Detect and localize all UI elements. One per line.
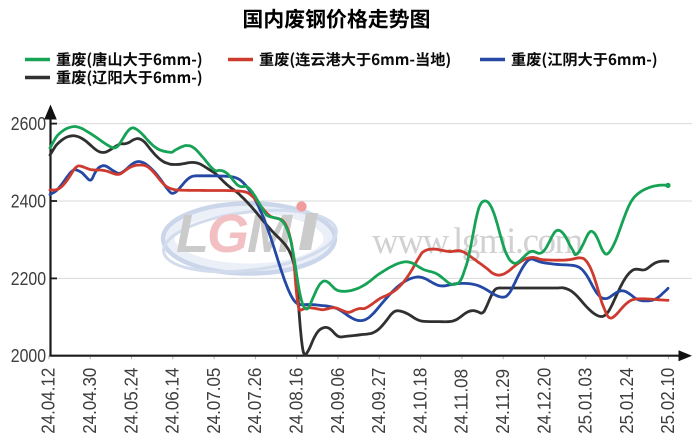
svg-text:24.05.24: 24.05.24 <box>121 367 142 433</box>
svg-text:24.07.05: 24.07.05 <box>203 367 224 433</box>
svg-text:25.02.10: 25.02.10 <box>658 367 679 433</box>
svg-text:24.09.06: 24.09.06 <box>327 368 348 434</box>
svg-text:24.11.08: 24.11.08 <box>451 369 472 434</box>
svg-text:25.01.24: 25.01.24 <box>616 367 637 433</box>
svg-text:24.09.27: 24.09.27 <box>369 368 390 434</box>
svg-text:24.11.29: 24.11.29 <box>492 369 513 434</box>
svg-text:24.04.30: 24.04.30 <box>79 367 100 433</box>
svg-text:www.lgmi.com: www.lgmi.com <box>372 221 584 262</box>
svg-text:24.04.12: 24.04.12 <box>38 368 59 434</box>
svg-text:24.10.18: 24.10.18 <box>410 367 431 433</box>
svg-text:2600: 2600 <box>11 113 46 135</box>
svg-text:2400: 2400 <box>11 190 46 212</box>
svg-text:24.07.26: 24.07.26 <box>245 368 266 434</box>
svg-text:24.06.14: 24.06.14 <box>162 367 183 433</box>
svg-text:2200: 2200 <box>11 267 46 289</box>
svg-text:24.12.20: 24.12.20 <box>534 367 555 433</box>
svg-text:2000: 2000 <box>11 345 46 367</box>
svg-text:25.01.03: 25.01.03 <box>575 368 596 434</box>
svg-text:24.08.16: 24.08.16 <box>286 368 307 434</box>
